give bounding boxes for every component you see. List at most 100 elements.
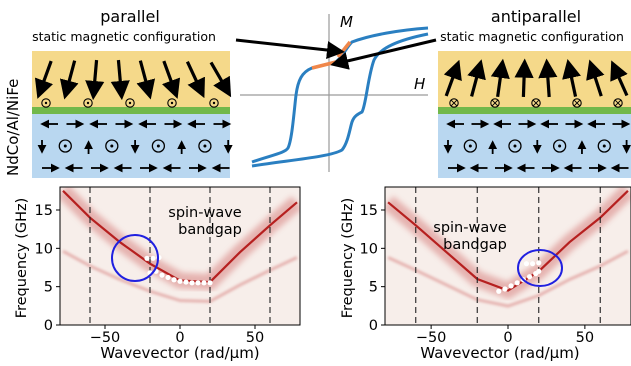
mode-point bbox=[189, 280, 195, 286]
parallel-out-of-plane-dots bbox=[41, 98, 219, 108]
bandgap-annotation: spin-wave bandgap bbox=[168, 205, 242, 238]
mode-point bbox=[496, 288, 502, 294]
pointer-parallel bbox=[235, 38, 345, 59]
folded-branch bbox=[387, 249, 629, 308]
antiparallel-stack: antiparallel static magnetic configurati… bbox=[438, 7, 631, 178]
x-axis-label: Wavevector (rad/μm) bbox=[420, 344, 579, 362]
nife-wall-dot bbox=[58, 139, 72, 153]
x-tick-label: 0 bbox=[503, 330, 512, 346]
ndco-moment-arrow bbox=[514, 58, 534, 98]
hysteresis-upper-branch bbox=[251, 26, 429, 164]
antiparallel-nife-arrows bbox=[443, 119, 631, 173]
ndco-moment-arrow bbox=[467, 59, 486, 97]
mode-point bbox=[159, 272, 165, 278]
hysteresis-lower-branch bbox=[251, 32, 429, 168]
hysteresis-loop: M H bbox=[235, 13, 437, 172]
nife-wall-dot bbox=[508, 139, 522, 153]
parallel-spacer-layer bbox=[32, 107, 230, 114]
mode-point bbox=[195, 280, 201, 286]
ndco-moment-arrow bbox=[490, 58, 510, 98]
bandgap-circle bbox=[517, 249, 563, 287]
chart-antiparallel: spin-wave bandgap −50 0 50 0 5 10 15 Wavevector (… bbox=[340, 186, 631, 362]
parallel-nife-arrows bbox=[37, 119, 233, 173]
side-label: NdCo/Al/NiFe bbox=[4, 79, 22, 176]
into-plane-symbol bbox=[449, 98, 459, 108]
nife-wall-dot bbox=[463, 139, 477, 153]
folded-branch bbox=[62, 249, 298, 303]
ndco-moment-arrow bbox=[185, 61, 205, 99]
out-of-plane-symbol bbox=[83, 98, 93, 108]
y-tick-label: 15 bbox=[35, 203, 53, 219]
mode-point bbox=[508, 283, 514, 289]
x-tick-label: 50 bbox=[576, 330, 594, 346]
dispersion-line bbox=[387, 190, 629, 292]
y-tick-label: 0 bbox=[44, 318, 53, 334]
mode-point bbox=[177, 278, 183, 284]
ndco-moment-arrow bbox=[162, 60, 181, 99]
m-axis-label: M bbox=[340, 13, 353, 31]
ndco-moment-arrow bbox=[586, 59, 605, 97]
chart-parallel: spin-wave bandgap −50 0 50 0 5 10 15 Wavevector (… bbox=[14, 186, 301, 362]
bandgap-annotation: spin-wave bandgap bbox=[433, 220, 507, 253]
parallel-subtitle: static magnetic configuration bbox=[32, 29, 216, 44]
ndco-moment-arrow bbox=[610, 60, 629, 97]
ndco-moment-arrow bbox=[443, 59, 462, 97]
spectrum-map bbox=[60, 187, 300, 325]
gap-point bbox=[150, 255, 156, 261]
ndco-moment-arrow bbox=[562, 58, 581, 97]
mode-point bbox=[536, 268, 542, 274]
antiparallel-ndco-arrows bbox=[443, 58, 629, 98]
y-axis-label: Frequency (GHz) bbox=[340, 198, 356, 319]
y-tick-label: 10 bbox=[360, 241, 378, 257]
out-of-plane-symbol bbox=[125, 98, 135, 108]
nife-wall-dot bbox=[151, 139, 166, 153]
y-tick-label: 10 bbox=[35, 241, 53, 257]
ndco-moment-arrow bbox=[110, 59, 130, 101]
x-axis-label: Wavevector (rad/μm) bbox=[100, 344, 259, 362]
out-of-plane-symbol bbox=[41, 98, 51, 108]
hysteresis-highlight-antiparallel bbox=[311, 60, 337, 70]
into-plane-symbol bbox=[490, 98, 500, 108]
out-of-plane-symbol bbox=[209, 98, 219, 108]
y-tick-label: 5 bbox=[369, 280, 378, 296]
mode-point bbox=[165, 274, 171, 281]
nife-wall-dot bbox=[105, 139, 119, 153]
gap-point bbox=[523, 261, 530, 267]
mode-point bbox=[207, 280, 213, 286]
out-of-plane-symbol bbox=[167, 98, 177, 108]
ndco-moment-arrow bbox=[85, 59, 105, 101]
h-axis-label: H bbox=[414, 75, 425, 93]
into-plane-symbol bbox=[572, 98, 582, 108]
ndco-moment-arrow bbox=[59, 60, 79, 100]
nife-wall-dot bbox=[198, 139, 212, 153]
ndco-moment-arrow bbox=[538, 58, 558, 98]
pointer-antiparallel bbox=[330, 38, 437, 70]
x-tick-label: −50 bbox=[416, 330, 447, 346]
x-tick-label: 0 bbox=[175, 330, 184, 346]
gap-point bbox=[144, 255, 150, 261]
mode-point bbox=[171, 277, 177, 283]
antiparallel-into-plane-crosses bbox=[449, 98, 623, 108]
plot-background bbox=[385, 187, 631, 325]
y-tick-label: 0 bbox=[369, 318, 378, 334]
antiparallel-subtitle: static magnetic configuration bbox=[440, 29, 624, 44]
mode-point bbox=[526, 274, 533, 280]
into-plane-symbol bbox=[531, 98, 541, 108]
x-tick-label: −50 bbox=[90, 330, 121, 346]
bandgap-circle bbox=[111, 234, 159, 282]
parallel-ndco-arrows bbox=[34, 59, 232, 101]
gap-point bbox=[536, 260, 542, 266]
nife-wall-dot bbox=[552, 139, 567, 153]
antiparallel-title: antiparallel bbox=[491, 7, 581, 26]
into-plane-symbol bbox=[613, 98, 623, 108]
antiparallel-spacer-layer bbox=[438, 107, 631, 114]
y-tick-label: 5 bbox=[44, 280, 53, 296]
x-tick-label: 50 bbox=[246, 330, 264, 346]
y-tick-label: 15 bbox=[360, 203, 378, 219]
mode-point bbox=[183, 279, 189, 285]
parallel-title: parallel bbox=[100, 7, 160, 26]
nife-wall-dot bbox=[597, 139, 611, 153]
y-axis-label: Frequency (GHz) bbox=[14, 198, 30, 319]
ndco-moment-arrow bbox=[136, 60, 156, 100]
